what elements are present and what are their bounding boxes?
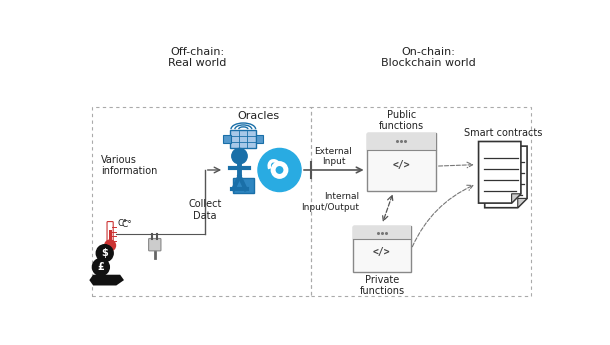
Polygon shape <box>518 198 527 208</box>
Text: Off-chain:
Real world: Off-chain: Real world <box>168 47 226 68</box>
Circle shape <box>105 240 115 251</box>
FancyBboxPatch shape <box>230 130 256 148</box>
Text: Smart contracts: Smart contracts <box>464 128 543 138</box>
Text: £: £ <box>98 262 104 272</box>
FancyBboxPatch shape <box>353 226 411 273</box>
Circle shape <box>258 148 301 191</box>
Circle shape <box>232 148 247 164</box>
Text: Internal
Input/Output: Internal Input/Output <box>301 192 359 211</box>
Bar <box>223 135 231 143</box>
Polygon shape <box>89 275 124 286</box>
Polygon shape <box>512 194 521 203</box>
Circle shape <box>271 162 288 178</box>
Text: External
Input: External Input <box>315 147 353 166</box>
Text: Various
information: Various information <box>101 155 157 176</box>
Circle shape <box>96 245 113 262</box>
Polygon shape <box>485 146 527 208</box>
FancyBboxPatch shape <box>149 238 161 251</box>
Polygon shape <box>479 141 521 203</box>
FancyBboxPatch shape <box>367 134 436 191</box>
Text: Private
functions: Private functions <box>359 275 404 296</box>
Bar <box>353 226 411 239</box>
Text: Collect
Data: Collect Data <box>188 199 221 221</box>
Text: </>: </> <box>392 160 410 170</box>
Text: Public
functions: Public functions <box>379 110 424 131</box>
Text: Oracles: Oracles <box>238 111 280 121</box>
Bar <box>92 107 311 296</box>
Text: </>: </> <box>373 247 391 257</box>
FancyBboxPatch shape <box>107 221 113 246</box>
FancyBboxPatch shape <box>109 230 112 245</box>
Bar <box>367 134 436 150</box>
Bar <box>256 135 264 143</box>
Text: C°: C° <box>121 220 132 229</box>
Text: $: $ <box>101 248 108 258</box>
Circle shape <box>92 258 109 275</box>
Circle shape <box>276 167 283 173</box>
Text: On-chain:
Blockchain world: On-chain: Blockchain world <box>381 47 476 68</box>
Text: C°: C° <box>118 219 128 228</box>
Bar <box>232 178 254 193</box>
Bar <box>311 107 531 296</box>
